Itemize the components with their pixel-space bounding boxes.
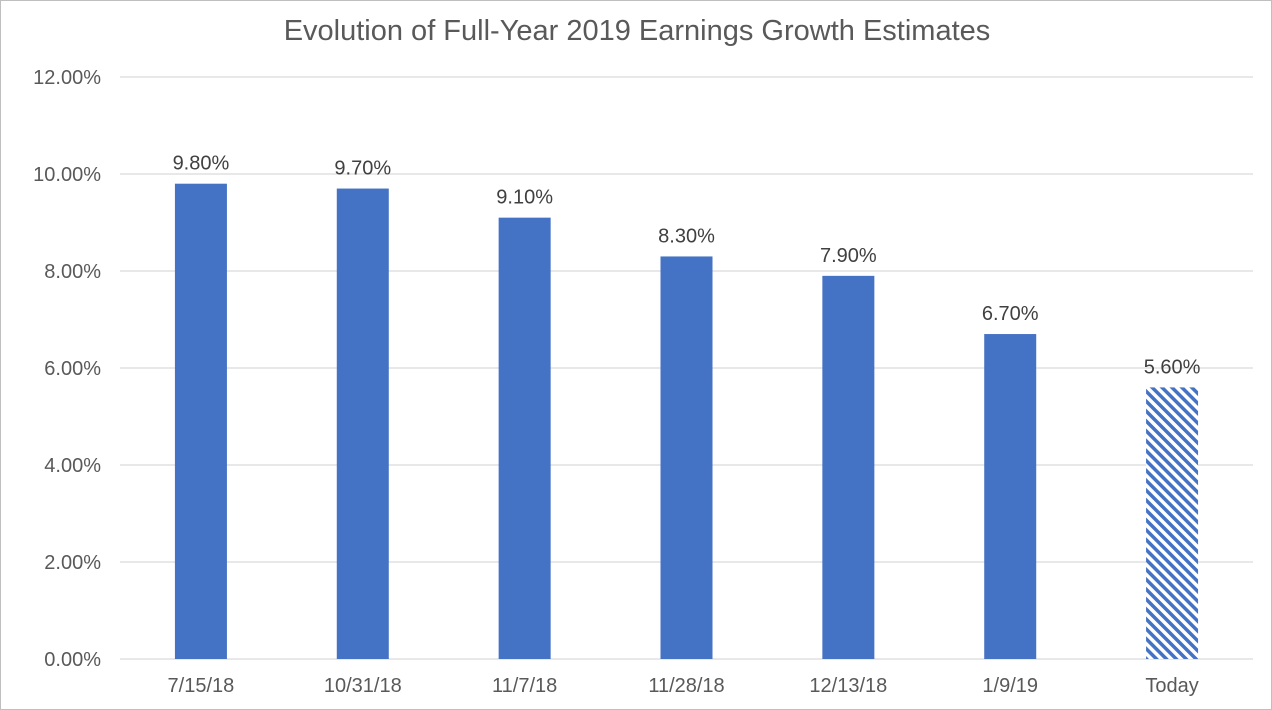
data-label: 9.10% (496, 187, 553, 209)
bar-10-31-18 (336, 188, 389, 660)
x-tick-label: 11/7/18 (492, 675, 557, 697)
y-tick-label: 10.00% (33, 164, 101, 186)
data-labels: 9.80% 9.70% 9.10% 8.30% 7.90% 6.70% 5.60% (173, 153, 1201, 379)
x-tick-label: Today (1145, 675, 1198, 697)
x-tick-label: 1/9/19 (982, 675, 1038, 697)
y-tick-label: 0.00% (44, 649, 101, 671)
data-label: 8.30% (658, 225, 715, 247)
y-tick-label: 4.00% (44, 455, 101, 477)
bars (174, 183, 1199, 660)
y-tick-label: 12.00% (33, 67, 101, 89)
x-tick-label: 10/31/18 (324, 675, 402, 697)
data-label: 5.60% (1144, 356, 1201, 378)
y-axis-tick-labels: 0.00% 2.00% 4.00% 6.00% 8.00% 10.00% 12.00% (33, 67, 101, 671)
y-tick-label: 6.00% (44, 358, 101, 380)
data-label: 9.70% (334, 158, 391, 180)
x-axis-tick-labels: 7/15/18 10/31/18 11/7/18 11/28/18 12/13/18 1/… (168, 675, 1199, 697)
y-tick-label: 2.00% (44, 552, 101, 574)
data-label: 9.80% (173, 153, 230, 175)
data-label: 7.90% (820, 245, 877, 267)
chart-title: Evolution of Full-Year 2019 Earnings Gro… (283, 15, 991, 47)
bar-12-13-18 (822, 275, 875, 659)
bar-11-7-18 (498, 217, 551, 659)
x-tick-label: 7/15/18 (168, 675, 235, 697)
x-tick-label: 11/28/18 (648, 675, 724, 697)
bar-7-15-18 (174, 183, 227, 659)
y-tick-label: 8.00% (44, 261, 101, 283)
x-tick-label: 12/13/18 (809, 675, 887, 697)
data-label: 6.70% (982, 303, 1039, 325)
bar-1-9-19 (984, 334, 1037, 659)
bar-today (1146, 387, 1199, 659)
bar-11-28-18 (660, 256, 713, 659)
